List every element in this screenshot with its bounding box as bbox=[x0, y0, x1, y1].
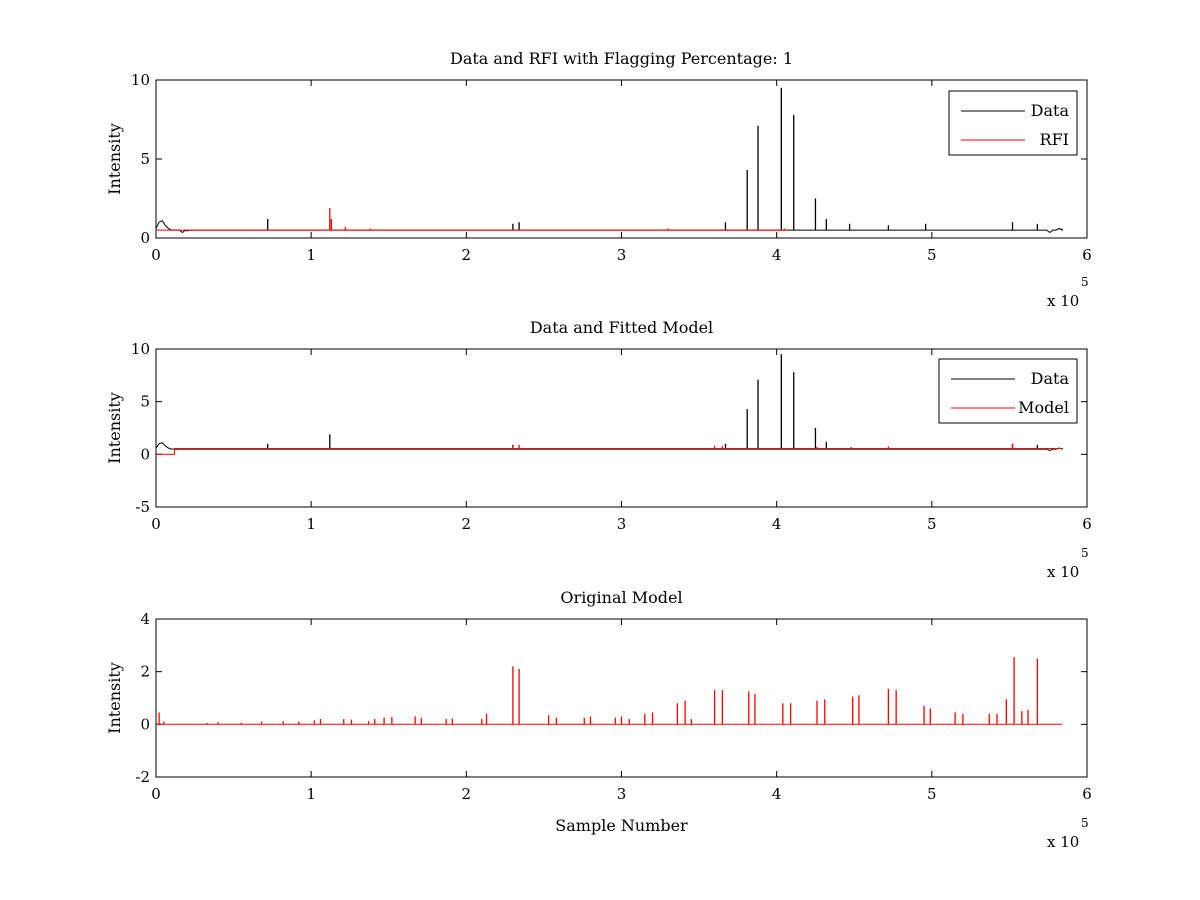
x-axis-label: Sample Number bbox=[555, 816, 688, 835]
legend: Data Model bbox=[938, 358, 1078, 424]
legend-label: RFI bbox=[1040, 130, 1069, 149]
x-tick-label: 6 bbox=[1082, 246, 1092, 264]
plot-area bbox=[155, 618, 1088, 778]
legend-box bbox=[948, 90, 1078, 156]
x-multiplier-exponent: 5 bbox=[1081, 816, 1089, 830]
y-tick-label: -5 bbox=[135, 498, 150, 516]
x-tick-label: 1 bbox=[306, 785, 316, 803]
y-tick-label: 10 bbox=[131, 340, 150, 358]
series-group bbox=[156, 657, 1063, 725]
y-tick-label: 2 bbox=[140, 663, 150, 681]
legend-label: Data bbox=[1031, 101, 1070, 120]
x-tick-label: 5 bbox=[927, 785, 937, 803]
chart-1: Data and RFI with Flagging Percentage: 1… bbox=[105, 49, 1092, 310]
x-tick-label: 1 bbox=[306, 515, 316, 533]
plots: Data and RFI with Flagging Percentage: 1… bbox=[105, 49, 1092, 851]
x-tick-label: 0 bbox=[151, 515, 161, 533]
series-model-baseline bbox=[156, 448, 1063, 455]
x-multiplier-exponent: 5 bbox=[1081, 275, 1089, 289]
x-tick-label: 5 bbox=[927, 515, 937, 533]
x-tick-label: 2 bbox=[462, 246, 472, 264]
x-tick-label: 0 bbox=[151, 785, 161, 803]
x-tick-label: 4 bbox=[772, 246, 782, 264]
plot-area bbox=[155, 79, 1088, 239]
y-axis-label: Intensity bbox=[105, 662, 124, 734]
x-tick-label: 3 bbox=[617, 515, 627, 533]
x-tick-label: 4 bbox=[772, 515, 782, 533]
y-tick-label: 10 bbox=[131, 71, 150, 89]
y-tick-label: -2 bbox=[135, 768, 150, 786]
x-tick-label: 1 bbox=[306, 246, 316, 264]
plot-area bbox=[155, 348, 1088, 508]
x-tick-label: 6 bbox=[1082, 785, 1092, 803]
x-multiplier-exponent: 5 bbox=[1081, 546, 1089, 560]
legend-label: Data bbox=[1031, 369, 1070, 388]
chart-title: Data and RFI with Flagging Percentage: 1 bbox=[450, 49, 793, 68]
x-multiplier-base: x 10 bbox=[1047, 563, 1079, 581]
y-axis-label: Intensity bbox=[105, 123, 124, 195]
y-axis-label: Intensity bbox=[105, 392, 124, 464]
y-tick-label: 4 bbox=[140, 610, 150, 628]
chart-title: Data and Fitted Model bbox=[530, 318, 713, 337]
y-tick-label: 0 bbox=[140, 445, 150, 463]
x-tick-label: 2 bbox=[462, 785, 472, 803]
x-tick-label: 2 bbox=[462, 515, 472, 533]
y-tick-label: 5 bbox=[140, 150, 150, 168]
series-group bbox=[156, 87, 1063, 234]
series-group bbox=[156, 354, 1063, 455]
x-multiplier-base: x 10 bbox=[1047, 833, 1079, 851]
x-tick-label: 6 bbox=[1082, 515, 1092, 533]
legend-label: Model bbox=[1018, 398, 1069, 417]
chart-3: Original Model Intensity Sample Number 0 1 2 3… bbox=[105, 588, 1092, 851]
legend-box bbox=[938, 358, 1078, 424]
x-tick-label: 3 bbox=[617, 785, 627, 803]
x-tick-label: 4 bbox=[772, 785, 782, 803]
x-tick-label: 0 bbox=[151, 246, 161, 264]
legend: Data RFI bbox=[948, 90, 1078, 156]
chart-title: Original Model bbox=[560, 588, 682, 607]
x-tick-label: 5 bbox=[927, 246, 937, 264]
x-tick-label: 3 bbox=[617, 246, 627, 264]
x-multiplier-base: x 10 bbox=[1047, 292, 1079, 310]
y-tick-label: 0 bbox=[140, 229, 150, 247]
y-tick-label: 0 bbox=[140, 715, 150, 733]
y-tick-label: 5 bbox=[140, 393, 150, 411]
